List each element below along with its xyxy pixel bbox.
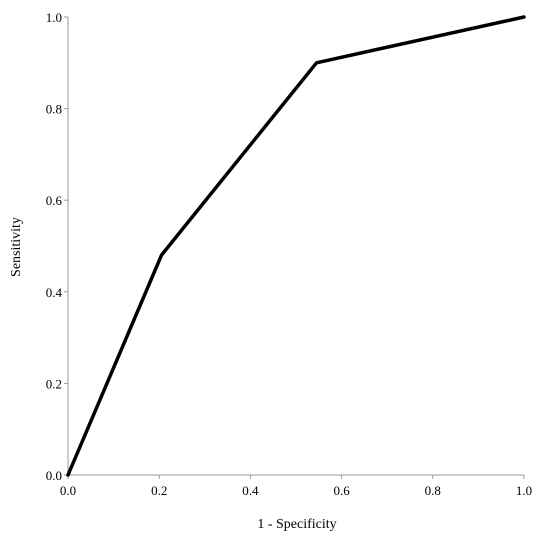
y-tick-label: 0.4	[46, 285, 63, 300]
y-axis-ticks: 0.0 0.2 0.4 0.6 0.8 1.0	[46, 10, 68, 483]
x-tick-label: 0.8	[425, 483, 441, 498]
roc-curve-line	[66, 15, 526, 477]
x-tick-label: 1.0	[516, 483, 532, 498]
plot-area: 0.0 0.2 0.4 0.6 0.8 1.0 0.0 0.2 0.4 0.6 0.8 1.0	[46, 10, 532, 498]
x-tick-label: 0.6	[333, 483, 350, 498]
series-layer	[66, 15, 526, 477]
x-tick-label: 0.2	[151, 483, 167, 498]
y-tick-label: 0.6	[46, 193, 63, 208]
y-tick-label: 0.0	[46, 468, 62, 483]
y-tick-label: 1.0	[46, 10, 62, 25]
y-axis-title: Sensitivity	[9, 217, 24, 277]
x-tick-label: 0.0	[60, 483, 76, 498]
x-tick-label: 0.4	[242, 483, 259, 498]
y-tick-label: 0.8	[46, 102, 62, 117]
y-tick-label: 0.2	[46, 376, 62, 391]
x-axis-ticks: 0.0 0.2 0.4 0.6 0.8 1.0	[60, 475, 532, 498]
x-axis-title: 1 - Specificity	[257, 517, 336, 532]
